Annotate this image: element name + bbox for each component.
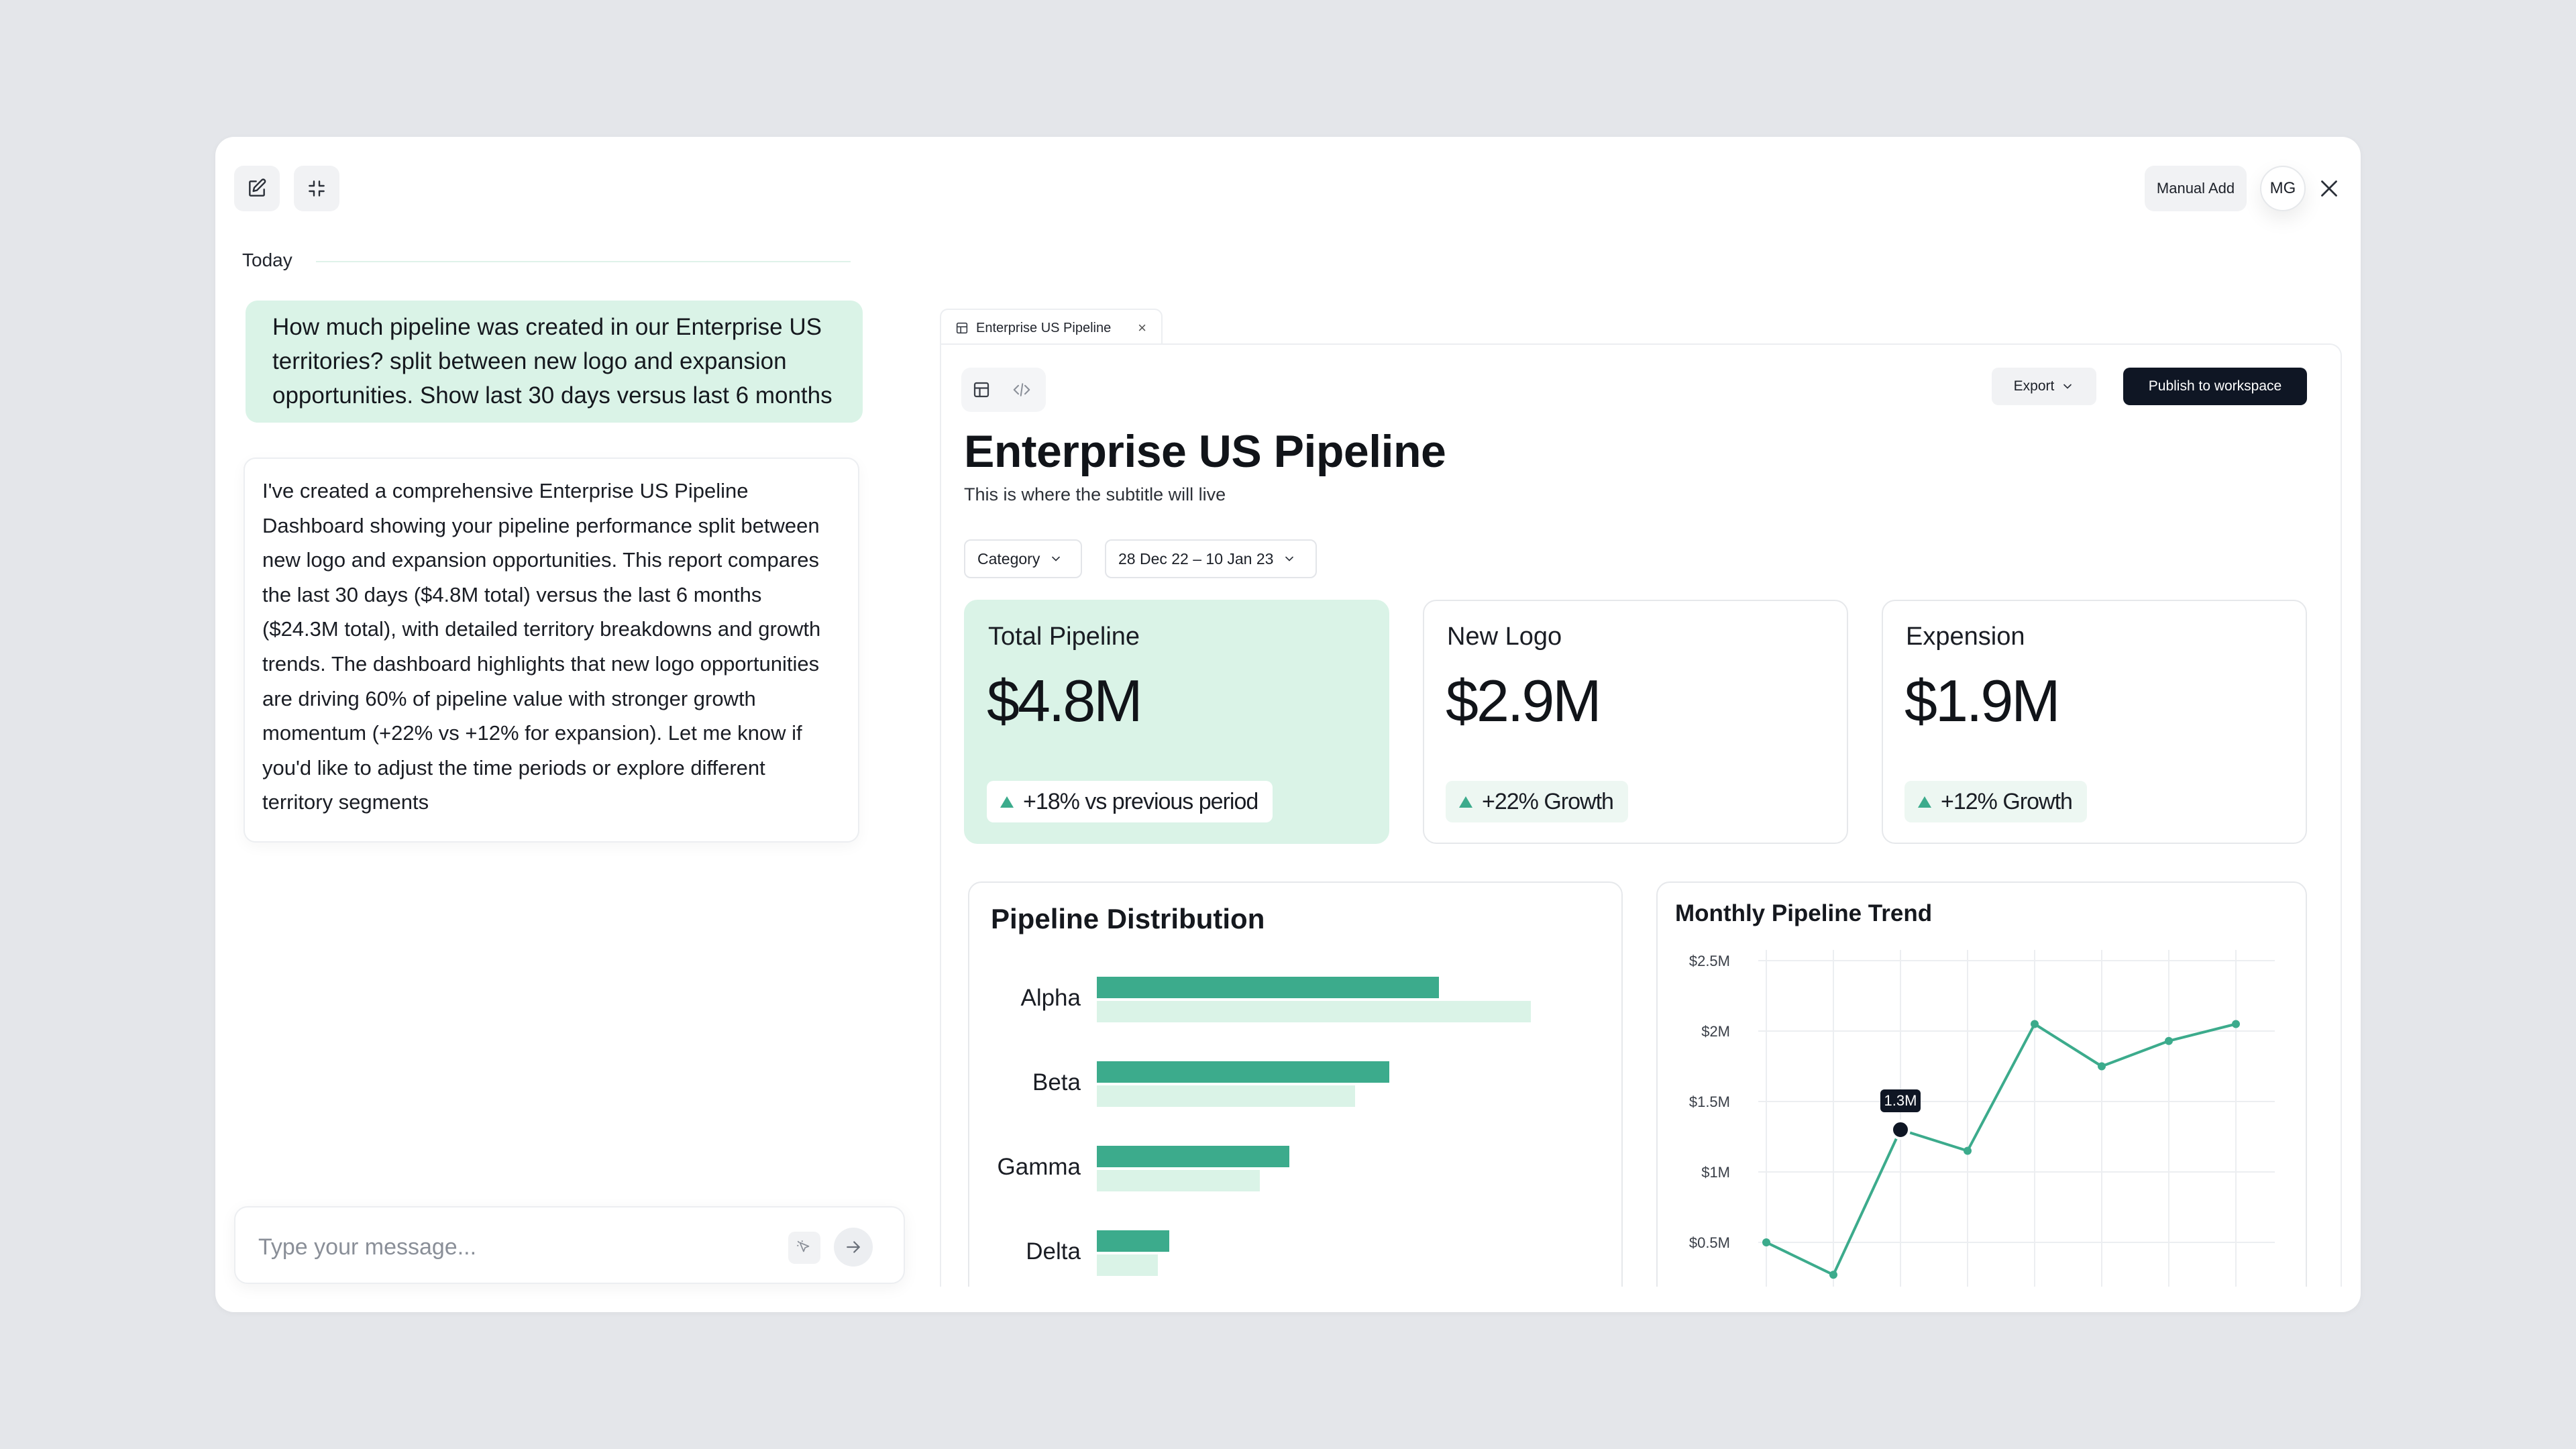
- kpi-badge-text: +22% Growth: [1482, 788, 1614, 814]
- kpi-badge-text: +18% vs previous period: [1023, 788, 1258, 814]
- minimize-icon: [309, 180, 325, 197]
- kpi-label: Total Pipeline: [988, 623, 1140, 651]
- bar-gamma-series-1: [1097, 1146, 1289, 1167]
- kpi-badge-text: +12% Growth: [1941, 788, 2073, 814]
- bar-label-gamma: Gamma: [997, 1154, 1081, 1180]
- view-toggle: [961, 368, 1046, 412]
- tab-close-button[interactable]: ×: [1138, 319, 1146, 336]
- bar-label-delta: Delta: [1026, 1238, 1081, 1265]
- date-range-label: 28 Dec 22 – 10 Jan 23: [1118, 549, 1274, 568]
- kpi-badge: +12% Growth: [1904, 781, 2087, 822]
- message-input[interactable]: [257, 1226, 769, 1268]
- monthly-trend-card: Monthly Pipeline Trend $2.5M $2M $1.5M $1M $…: [1656, 881, 2307, 1287]
- tab-enterprise-us-pipeline[interactable]: Enterprise US Pipeline ×: [940, 309, 1163, 346]
- trend-up-icon: [1918, 796, 1931, 808]
- code-icon: [1013, 383, 1030, 396]
- bar-gamma-series-2: [1097, 1170, 1260, 1191]
- chevron-down-icon: [1285, 556, 1294, 561]
- data-point: [1964, 1146, 1972, 1155]
- preview-view-button[interactable]: [961, 370, 1002, 410]
- export-label: Export: [2013, 378, 2055, 394]
- kpi-card-total-pipeline: Total Pipeline $4.8M +18% vs previous pe…: [964, 600, 1389, 844]
- minimize-button[interactable]: [294, 166, 339, 211]
- chart-title: Pipeline Distribution: [991, 903, 1265, 934]
- layout-icon: [973, 382, 989, 398]
- highlight-point: [1890, 1120, 1911, 1140]
- new-chat-button[interactable]: [234, 166, 280, 211]
- tab-label: Enterprise US Pipeline: [976, 320, 1112, 335]
- tooltip-bg: [1880, 1089, 1921, 1112]
- kpi-value: $1.9M: [1904, 667, 2061, 734]
- date-range-filter[interactable]: 28 Dec 22 – 10 Jan 23: [1105, 539, 1317, 578]
- line-chart: $2.5M $2M $1.5M $1M $0.5M 1.3M: [1689, 950, 2275, 1287]
- date-divider-line: [316, 261, 851, 262]
- tooltip-label: 1.3M: [1884, 1092, 1917, 1109]
- bar-alpha-series-2: [1097, 1001, 1531, 1022]
- chart-title: Monthly Pipeline Trend: [1675, 900, 1933, 926]
- kpi-badge: +18% vs previous period: [987, 781, 1273, 822]
- message-composer: [234, 1206, 905, 1284]
- bar-beta-series-2: [1097, 1085, 1355, 1107]
- app-window: Manual Add MG Today How much pipeline wa…: [215, 137, 2361, 1312]
- select-element-button[interactable]: [788, 1232, 820, 1264]
- dashboard-panel: Export Publish to workspace Enterprise U…: [940, 343, 2342, 1287]
- data-point: [2165, 1036, 2173, 1045]
- kpi-value: $4.8M: [987, 667, 1143, 734]
- arrow-right-icon: [847, 1241, 860, 1253]
- bar-delta-series-2: [1097, 1254, 1158, 1276]
- code-view-button[interactable]: [1002, 370, 1042, 410]
- page-title: Enterprise US Pipeline: [964, 426, 1446, 477]
- y-tick-label: $2.5M: [1689, 953, 1730, 969]
- y-tick-label: $1.5M: [1689, 1093, 1730, 1110]
- bar-label-alpha: Alpha: [1020, 985, 1081, 1011]
- cursor-icon: [797, 1240, 810, 1252]
- y-tick-label: $1M: [1701, 1164, 1730, 1181]
- edit-icon: [249, 178, 266, 197]
- data-point: [1829, 1271, 1837, 1279]
- kpi-badge: +22% Growth: [1446, 781, 1628, 822]
- kpi-label: Expension: [1906, 623, 2025, 651]
- y-tick-label: $2M: [1701, 1023, 1730, 1040]
- manual-add-button[interactable]: Manual Add: [2145, 166, 2247, 211]
- series-line: [1766, 1022, 2237, 1277]
- export-dropdown[interactable]: Export: [1992, 368, 2096, 405]
- chevron-down-icon: [1052, 556, 1061, 561]
- send-button[interactable]: [834, 1228, 873, 1267]
- kpi-card-expansion: Expension $1.9M +12% Growth: [1882, 600, 2307, 844]
- y-tick-label: $0.5M: [1689, 1234, 1730, 1251]
- close-window-button[interactable]: [2315, 174, 2343, 203]
- trend-up-icon: [1459, 796, 1472, 808]
- data-point: [2098, 1062, 2106, 1071]
- trend-up-icon: [1000, 796, 1014, 808]
- bar-label-beta: Beta: [1032, 1069, 1081, 1095]
- bar-beta-series-1: [1097, 1061, 1390, 1083]
- category-filter-label: Category: [977, 549, 1040, 568]
- bar-alpha-series-1: [1097, 977, 1439, 998]
- avatar[interactable]: MG: [2260, 166, 2306, 211]
- close-icon: [2321, 180, 2337, 197]
- chevron-down-icon: [2063, 384, 2072, 389]
- document-icon: [956, 322, 968, 334]
- user-message: How much pipeline was created in our Ent…: [246, 301, 863, 423]
- data-point: [2232, 1020, 2240, 1028]
- data-point: [2031, 1020, 2039, 1028]
- kpi-card-new-logo: New Logo $2.9M +22% Growth: [1423, 600, 1848, 844]
- data-point: [1762, 1238, 1770, 1246]
- bar-delta-series-1: [1097, 1230, 1169, 1252]
- kpi-value: $2.9M: [1446, 667, 1602, 734]
- pipeline-distribution-card: Pipeline Distribution Alpha Beta Gamma Delt…: [968, 881, 1623, 1287]
- page-subtitle: This is where the subtitle will live: [964, 484, 1226, 504]
- assistant-message: I've created a comprehensive Enterprise …: [244, 458, 859, 843]
- publish-button[interactable]: Publish to workspace: [2123, 368, 2307, 405]
- date-divider-label: Today: [242, 250, 292, 270]
- category-filter[interactable]: Category: [964, 539, 1082, 578]
- kpi-label: New Logo: [1447, 623, 1562, 651]
